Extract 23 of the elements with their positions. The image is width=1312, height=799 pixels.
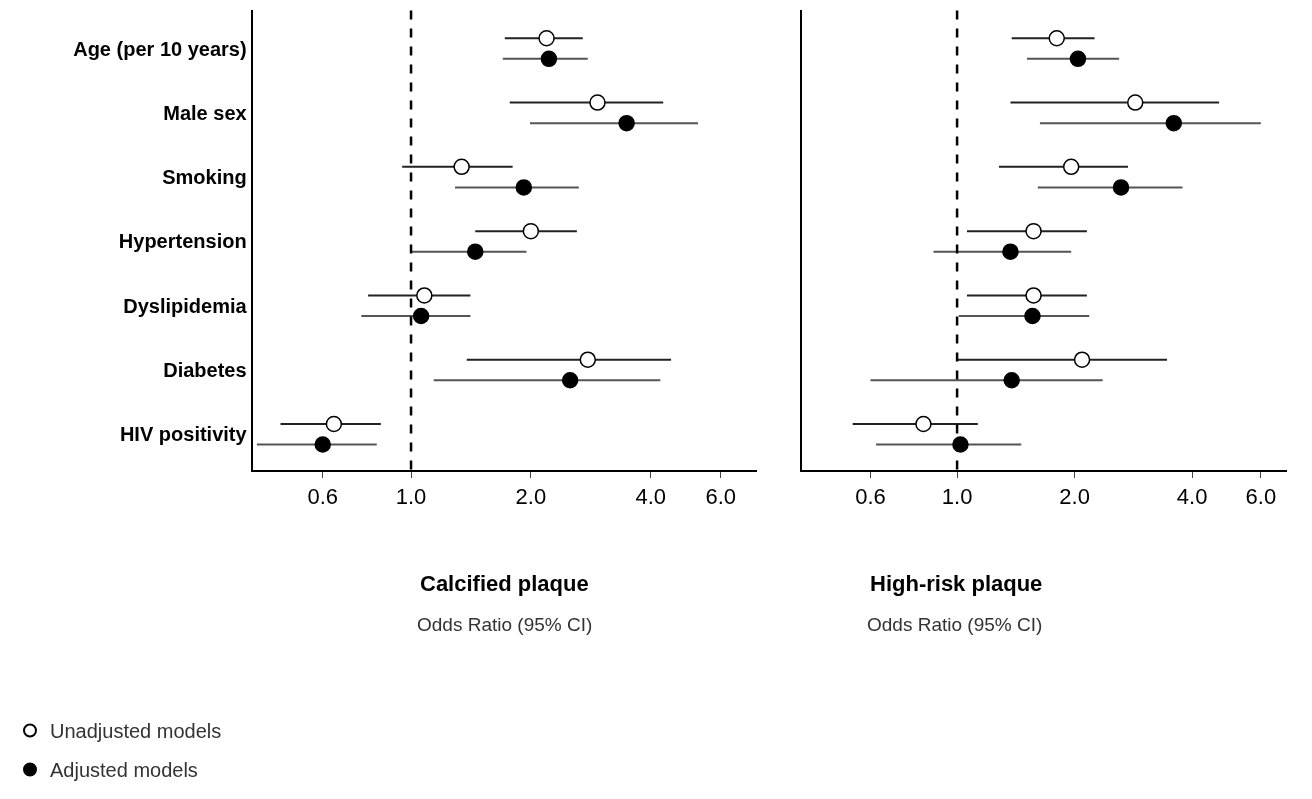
x-tick-label: 4.0 (1176, 484, 1208, 510)
x-tick-label: 6.0 (1245, 484, 1277, 510)
y-tick-label: Smoking (162, 166, 247, 189)
x-tick-label: 2.0 (1059, 484, 1090, 510)
x-tick-label: 6.0 (705, 484, 737, 510)
x-tick-label: 1.0 (941, 484, 973, 510)
text: Calcified plaque (420, 571, 589, 596)
y-tick-label: Male sex (163, 101, 247, 124)
x-tick-label: 4.0 (635, 484, 666, 510)
x-tick-label: 0.6 (307, 484, 339, 510)
text: High-risk plaque (870, 571, 1043, 596)
legend-label: Unadjusted models (50, 720, 222, 743)
y-tick-label: Dyslipidemia (123, 294, 248, 317)
x-tick-label: 0.6 (855, 484, 886, 510)
x-axis-title: Odds Ratio (95% CI) (417, 614, 593, 635)
y-tick-label: Age (per 10 years) (73, 37, 247, 60)
x-tick-label: 2.0 (515, 484, 547, 510)
x-tick-label: 1.0 (395, 484, 427, 510)
y-tick-label: Hypertension (118, 230, 247, 253)
y-tick-label: HIV positivity (119, 423, 248, 446)
x-axis-title: Odds Ratio (95% CI) (867, 614, 1043, 635)
legend-label: Adjusted models (50, 759, 198, 782)
y-tick-label: Diabetes (163, 358, 247, 381)
